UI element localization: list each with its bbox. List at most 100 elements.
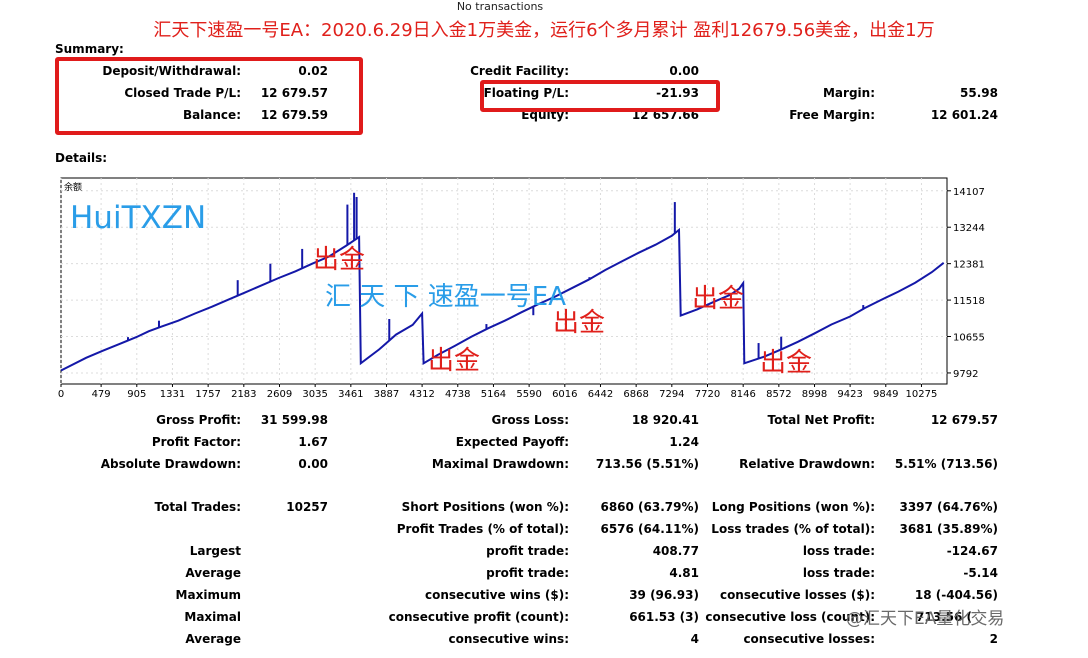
free-margin-label: Free Margin: — [789, 108, 875, 122]
x-tick-label: 6868 — [623, 389, 648, 400]
x-tick-label: 8998 — [802, 389, 827, 400]
floating-value: -21.93 — [656, 86, 699, 100]
x-tick-label: 3035 — [302, 389, 327, 400]
x-tick-label: 1331 — [160, 389, 185, 400]
credit-value: 0.00 — [669, 64, 699, 78]
deposit-label: Deposit/Withdrawal: — [102, 64, 241, 78]
largest-profit-value: 408.77 — [652, 544, 699, 558]
total-trades-label: Total Trades: — [154, 500, 241, 514]
y-tick-label: 14107 — [953, 187, 985, 198]
x-tick-label: 3461 — [338, 389, 363, 400]
withdraw-label-3: 出金 — [553, 308, 606, 338]
plot-frame — [60, 177, 948, 385]
withdraw-label-4: 出金 — [692, 284, 745, 314]
highlight-box-left — [55, 57, 363, 135]
free-margin-value: 12 601.24 — [930, 108, 998, 122]
largest-loss-value: -124.67 — [946, 544, 998, 558]
gross-profit-value: 31 599.98 — [260, 413, 328, 427]
total-trades-value: 10257 — [286, 500, 328, 514]
balance-label: Balance: — [182, 108, 241, 122]
x-tick-label: 905 — [127, 389, 146, 400]
details-title: Details: — [55, 151, 108, 165]
avg-profit-label: profit trade: — [486, 566, 569, 580]
margin-value: 55.98 — [960, 86, 998, 100]
maximal-label: Maximal — [184, 610, 241, 624]
y-tick-label: 10655 — [953, 333, 985, 344]
closed-pl-label: Closed Trade P/L: — [124, 86, 241, 100]
y-tick-label: 11518 — [953, 296, 985, 307]
largest-label: Largest — [189, 544, 241, 558]
corner-watermark: @汇天下EA量化交易 — [846, 609, 1005, 629]
x-tick-label: 8572 — [766, 389, 791, 400]
x-tick-label: 2609 — [267, 389, 292, 400]
profit-trades-value: 6576 (64.11%) — [600, 522, 699, 536]
maximum-label: Maximum — [175, 588, 241, 602]
y-tick-label: 9792 — [953, 369, 978, 380]
largest-loss-label: loss trade: — [802, 544, 875, 558]
rel-drawdown-value: 5.51% (713.56) — [894, 457, 998, 471]
x-tick-label: 479 — [92, 389, 111, 400]
profit-factor-value: 1.67 — [298, 435, 328, 449]
watermark-mid: 汇 天 下 速盈一号EA — [325, 282, 567, 312]
x-tick-label: 9423 — [837, 389, 862, 400]
avg-loss-label: loss trade: — [802, 566, 875, 580]
floating-label: Floating P/L: — [483, 86, 569, 100]
gross-profit-label: Gross Profit: — [156, 413, 241, 427]
banner-title: 汇天下速盈一号EA：2020.6.29日入金1万美金，运行6个多月累计 盈利12… — [153, 20, 935, 41]
balance-value: 12 679.59 — [260, 108, 328, 122]
x-tick-label: 4312 — [409, 389, 434, 400]
max-drawdown-value: 713.56 (5.51%) — [595, 457, 699, 471]
short-positions-value: 6860 (63.79%) — [600, 500, 699, 514]
max-cons-losses-value: 18 (-404.56) — [914, 588, 998, 602]
x-axis-ticks: 0 479 905 1331 1757 2183 2609 3035 3461 3887 4312 4… — [58, 384, 938, 400]
total-net-label: Total Net Profit: — [767, 413, 875, 427]
gross-loss-value: 18 920.41 — [631, 413, 699, 427]
max-cons-profit-value: 661.53 (3) — [629, 610, 699, 624]
y-tick-label: 13244 — [953, 223, 985, 234]
x-tick-label: 8146 — [730, 389, 755, 400]
max-cons-profit-label: consecutive profit (count): — [388, 610, 569, 624]
y-tick-label: 12381 — [953, 260, 985, 271]
x-tick-label: 2183 — [231, 389, 256, 400]
abs-drawdown-value: 0.00 — [298, 457, 328, 471]
x-tick-label: 10275 — [906, 389, 938, 400]
long-positions-label: Long Positions (won %): — [711, 500, 875, 514]
short-positions-label: Short Positions (won %): — [401, 500, 569, 514]
max-cons-loss-label: consecutive loss (count): — [705, 610, 875, 624]
avg-cons-losses-value: 2 — [989, 632, 998, 646]
avg-cons-losses-label: consecutive losses: — [743, 632, 875, 646]
x-tick-label: 9849 — [873, 389, 898, 400]
withdraw-label-5: 出金 — [760, 348, 813, 378]
x-tick-label: 5164 — [481, 389, 506, 400]
abs-drawdown-label: Absolute Drawdown: — [100, 457, 241, 471]
max-cons-wins-label: consecutive wins ($): — [424, 588, 569, 602]
expected-payoff-label: Expected Payoff: — [455, 435, 569, 449]
avg-cons-wins-value: 4 — [690, 632, 699, 646]
long-positions-value: 3397 (64.76%) — [899, 500, 998, 514]
rel-drawdown-label: Relative Drawdown: — [739, 457, 875, 471]
balance-chart: 9792 10655 11518 12381 13244 14107 0 479 905 133… — [58, 177, 985, 400]
summary-title: Summary: — [55, 42, 124, 56]
closed-pl-value: 12 679.57 — [260, 86, 328, 100]
expected-payoff-value: 1.24 — [669, 435, 699, 449]
credit-label: Credit Facility: — [470, 64, 569, 78]
max-cons-loss-value: 713.56 ( — [916, 610, 972, 624]
gross-loss-label: Gross Loss: — [491, 413, 569, 427]
x-tick-label: 0 — [58, 389, 64, 400]
withdraw-label-2: 出金 — [428, 346, 481, 376]
max-cons-losses-label: consecutive losses ($): — [719, 588, 875, 602]
x-tick-label: 3887 — [374, 389, 399, 400]
x-tick-label: 7294 — [659, 389, 684, 400]
profit-trades-label: Profit Trades (% of total): — [396, 522, 569, 536]
loss-trades-label: Loss trades (% of total): — [711, 522, 875, 536]
highlight-box-floating — [480, 80, 720, 112]
y-axis-ticks: 9792 10655 11518 12381 13244 14107 — [947, 187, 985, 380]
loss-trades-value: 3681 (35.89%) — [899, 522, 998, 536]
x-tick-label: 1757 — [195, 389, 220, 400]
deposit-value: 0.02 — [298, 64, 328, 78]
chart-legend: 余额 — [64, 181, 82, 193]
x-tick-label: 5590 — [516, 389, 541, 400]
x-tick-label: 6442 — [588, 389, 613, 400]
max-cons-wins-value: 39 (96.93) — [629, 588, 699, 602]
avg-cons-wins-label: consecutive wins: — [448, 632, 569, 646]
